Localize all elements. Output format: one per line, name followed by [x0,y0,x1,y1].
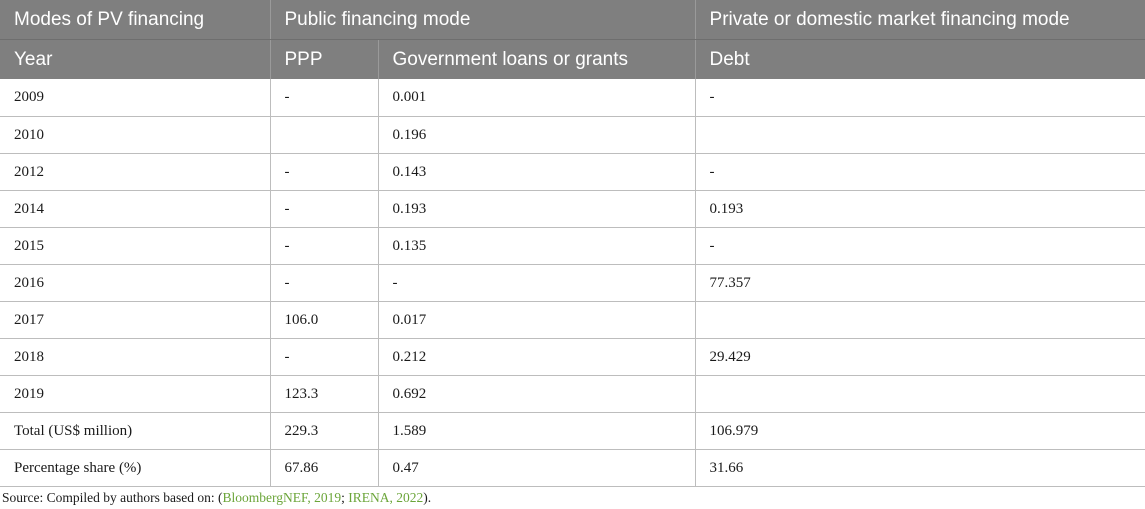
header-year: Year [0,39,271,79]
table-header: Modes of PV financing Public financing m… [0,0,1145,79]
cell-year: 2017 [0,301,271,339]
source-note: Source: Compiled by authors based on: (B… [2,490,431,506]
cell-ppp: - [269,153,379,191]
header-row-columns: Year PPP Government loans or grants Debt [0,39,1145,79]
table-row: Total (US$ million) 229.3 1.589 106.979 [0,412,1145,450]
cell-year: 2015 [0,227,271,265]
table-row: 2017 106.0 0.017 [0,301,1145,339]
source-link-bloombergnef[interactable]: BloombergNEF, 2019 [222,490,342,505]
cell-government: 1.589 [377,412,696,450]
financing-table: Modes of PV financing Public financing m… [0,0,1145,487]
cell-ppp: - [269,227,379,265]
table-row: 2018-0.212 29.429 [0,338,1145,376]
source-separator: ; [341,490,349,505]
header-debt: Debt [695,39,1145,79]
cell-ppp: 106.0 [269,301,379,339]
table-row: 2016- -77.357 [0,264,1145,302]
cell-debt: 31.66 [694,449,1145,487]
cell-government: 0.135 [377,227,696,265]
cell-government: 0.001 [377,79,696,117]
cell-year: 2016 [0,264,271,302]
cell-government: 0.212 [377,338,696,376]
cell-debt: 106.979 [694,412,1145,450]
cell-year: Percentage share (%) [0,449,271,487]
header-private-mode: Private or domestic market financing mod… [695,0,1145,40]
cell-year: 2019 [0,375,271,413]
cell-debt: 29.429 [694,338,1145,376]
cell-debt [694,301,1145,339]
table-row: 2019 123.3 0.692 [0,375,1145,413]
table-row: 2012-0.143- [0,153,1145,191]
cell-government: 0.196 [377,116,696,154]
cell-debt: 0.193 [694,190,1145,228]
cell-ppp: - [269,264,379,302]
table-row: 2009-0.001- [0,79,1145,117]
cell-debt: - [694,153,1145,191]
cell-ppp: 229.3 [269,412,379,450]
cell-debt [694,375,1145,413]
cell-ppp [269,116,379,154]
cell-ppp: - [269,338,379,376]
cell-debt: - [694,79,1145,117]
cell-year: 2010 [0,116,271,154]
cell-year: Total (US$ million) [0,412,271,450]
header-row-group: Modes of PV financing Public financing m… [0,0,1145,40]
table-row: Percentage share (%) 67.86 0.47 31.66 [0,449,1145,487]
table-row: 2014-0.193 0.193 [0,190,1145,228]
header-modes: Modes of PV financing [0,0,271,40]
cell-year: 2009 [0,79,271,117]
cell-government: 0.017 [377,301,696,339]
header-public-mode: Public financing mode [270,0,696,40]
cell-ppp: - [269,190,379,228]
cell-year: 2012 [0,153,271,191]
cell-government: 0.193 [377,190,696,228]
source-link-irena[interactable]: IRENA, 2022 [348,490,424,505]
table-body: 2009-0.001-2010 0.196 2012-0.143-2014-0.19… [0,79,1145,487]
cell-government: 0.692 [377,375,696,413]
source-prefix: Source: Compiled by authors based on: ( [2,490,223,505]
cell-debt: 77.357 [694,264,1145,302]
cell-government: 0.143 [377,153,696,191]
cell-government: 0.47 [377,449,696,487]
table-row: 2015-0.135- [0,227,1145,265]
cell-year: 2018 [0,338,271,376]
header-government: Government loans or grants [378,39,696,79]
table-row: 2010 0.196 [0,116,1145,154]
cell-ppp: 123.3 [269,375,379,413]
header-ppp: PPP [270,39,379,79]
cell-ppp: - [269,79,379,117]
cell-debt [694,116,1145,154]
cell-ppp: 67.86 [269,449,379,487]
cell-year: 2014 [0,190,271,228]
cell-debt: - [694,227,1145,265]
source-suffix: ). [423,490,432,505]
cell-government: - [377,264,696,302]
